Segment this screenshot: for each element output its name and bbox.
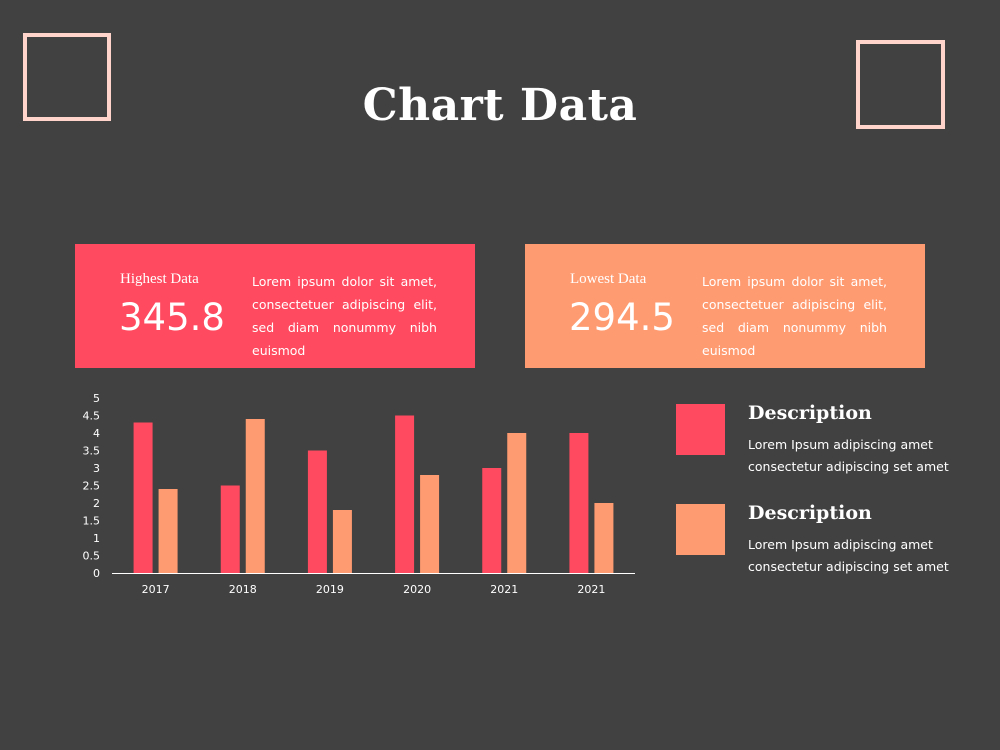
y-tick-label: 2.5 bbox=[83, 480, 101, 493]
legend-swatch-red bbox=[676, 404, 725, 455]
y-tick-label: 1 bbox=[93, 532, 100, 545]
lowest-data-card: Lowest Data 294.5 Lorem ipsum dolor sit … bbox=[525, 244, 925, 368]
legend-item-1: Description Lorem Ipsum adipiscing amet … bbox=[676, 402, 976, 494]
x-tick-label: 2019 bbox=[316, 583, 344, 596]
legend-swatch-orange bbox=[676, 504, 725, 555]
decorative-square-right bbox=[856, 40, 945, 129]
y-tick-label: 0.5 bbox=[83, 550, 101, 563]
bar-2018-series-1 bbox=[220, 485, 240, 573]
y-tick-label: 1.5 bbox=[83, 515, 101, 528]
x-tick-label: 2021 bbox=[577, 583, 605, 596]
bar-2017-series-1 bbox=[133, 422, 153, 573]
bar-2021-series-1 bbox=[569, 433, 589, 573]
lowest-data-label: Lowest Data bbox=[570, 271, 647, 287]
highest-data-description: Lorem ipsum dolor sit amet, consectetuer… bbox=[252, 274, 437, 358]
x-tick-label: 2018 bbox=[229, 583, 257, 596]
bar-2018-series-2 bbox=[245, 419, 265, 573]
bar-2019-series-1 bbox=[307, 450, 327, 573]
bar-2020-series-1 bbox=[395, 415, 415, 573]
bar-2021-series-2 bbox=[594, 503, 614, 573]
x-tick-label: 2017 bbox=[142, 583, 170, 596]
y-tick-label: 3.5 bbox=[83, 445, 101, 458]
y-tick-label: 5 bbox=[93, 392, 100, 405]
bar-2020-series-2 bbox=[420, 475, 440, 573]
legend-title: Description bbox=[748, 402, 872, 424]
legend-item-2: Description Lorem Ipsum adipiscing amet … bbox=[676, 502, 976, 594]
highest-data-value: 345.8 bbox=[119, 296, 225, 339]
lowest-data-description: Lorem ipsum dolor sit amet, consectetuer… bbox=[702, 274, 887, 358]
y-tick-label: 4 bbox=[93, 427, 100, 440]
bar-2017-series-2 bbox=[158, 489, 178, 573]
bar-2019-series-2 bbox=[332, 510, 352, 573]
y-tick-label: 4.5 bbox=[83, 410, 101, 423]
y-tick-label: 0 bbox=[93, 567, 100, 580]
legend-description: Lorem Ipsum adipiscing amet consectetur … bbox=[748, 437, 949, 474]
x-tick-label: 2021 bbox=[490, 583, 518, 596]
highest-data-label: Highest Data bbox=[120, 271, 199, 287]
lowest-data-value: 294.5 bbox=[569, 296, 675, 339]
bar-2021-series-2 bbox=[507, 433, 527, 573]
decorative-square-left bbox=[23, 33, 111, 121]
bar-chart: 0 0.5 1 1.5 2 2.5 3 3.5 4 4.5 5 2017 2018 2019 2020 202… bbox=[83, 392, 635, 596]
highest-data-card: Highest Data 345.8 Lorem ipsum dolor sit… bbox=[75, 244, 475, 368]
y-tick-label: 2 bbox=[93, 497, 100, 510]
bar-2021-series-1 bbox=[482, 468, 502, 573]
page-title: Chart Data bbox=[362, 80, 638, 131]
legend-description: Lorem Ipsum adipiscing amet consectetur … bbox=[748, 537, 949, 574]
legend-title: Description bbox=[748, 502, 872, 524]
y-tick-label: 3 bbox=[93, 462, 100, 475]
x-tick-label: 2020 bbox=[403, 583, 431, 596]
